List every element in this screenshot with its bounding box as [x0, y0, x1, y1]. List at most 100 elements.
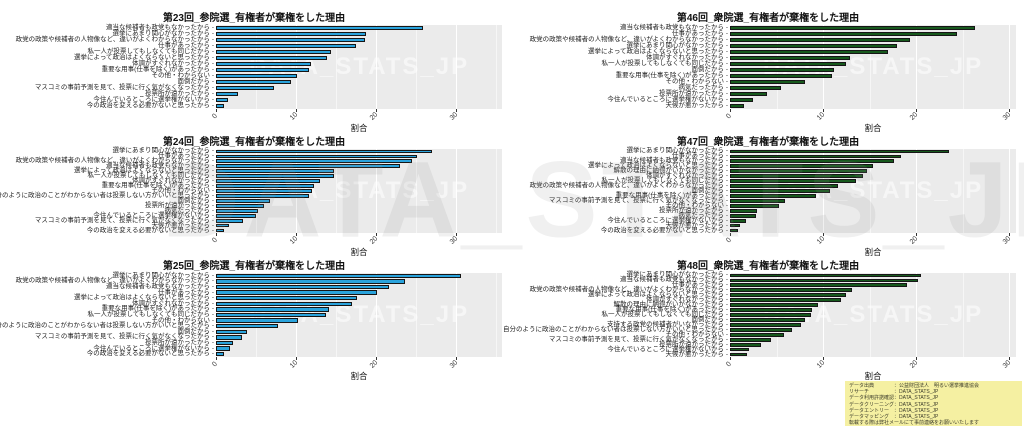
x-tick-mark: [1009, 109, 1011, 112]
y-axis-label: 重要な用事(仕事を除く)があったから: [616, 192, 728, 200]
gridline-minor: [415, 149, 417, 233]
y-axis-labels: 適当な候補者も政党もなかったから選挙にあまり関心がなかったから政党の政策や候補者…: [0, 24, 216, 109]
bar: [730, 184, 839, 188]
bar: [730, 278, 919, 283]
bar: [216, 103, 224, 109]
y-axis-label: マスコミの事前予測を見て、投票に行く気がなくなったから: [35, 84, 214, 92]
gridline-minor: [255, 25, 257, 109]
bar: [216, 79, 292, 85]
x-tick-label: 30: [448, 235, 459, 246]
note-line: データエントリー ：DATA_STATS_JP: [849, 407, 939, 414]
y-axis-label: 重要な用事(仕事を除く)があったから: [102, 66, 214, 74]
x-tick-label: 10: [288, 359, 300, 370]
y-axis-label: マスコミの事前予測を見て、投票に行く気がなくなったから: [35, 334, 214, 341]
gridline-major: [823, 25, 825, 109]
y-axis-label: 私一人が投票してもしなくても同じだから: [602, 60, 728, 68]
bar: [216, 189, 312, 193]
x-tick-mark: [823, 233, 825, 236]
gridline-major: [1009, 149, 1011, 233]
bar: [216, 43, 356, 49]
chart-title: 第25回_参院選_有権者が棄権をした理由: [162, 261, 346, 272]
bar: [216, 97, 228, 103]
y-axis-label: その他・わからない: [152, 187, 214, 195]
x-tick-mark: [455, 109, 457, 112]
bar: [216, 154, 417, 159]
x-axis-ticks: 0 10 20 30: [725, 109, 1016, 123]
y-axis-label: 自分のように政治のことがわからない者は投票しない方がいいと思ったから: [0, 322, 214, 330]
y-axis-label: 体調がすぐれなかったから: [132, 177, 214, 185]
x-tick-label: 20: [909, 235, 920, 246]
bar: [216, 284, 389, 290]
note-line: データ出典 ：公益財団法人 明るい選挙推進協会: [849, 383, 980, 389]
gridline-major: [375, 273, 377, 357]
y-axis-label: 天候が悪かったから: [666, 351, 728, 358]
x-tick-label: 30: [1002, 235, 1013, 246]
gridline-minor: [335, 25, 337, 109]
x-axis-ticks: 0 10 20 30: [211, 233, 502, 247]
bar: [216, 228, 224, 233]
y-axis-label: 自分のように政治のことがわからない者は投票しない方がいいと思ったから: [0, 192, 214, 200]
y-axis-label: 体調がすぐれなかったから: [132, 300, 214, 308]
x-axis: 0 10 20 30 割合: [0, 357, 508, 382]
bar: [216, 159, 412, 164]
data-source-note: データ出典 ：公益財団法人 明るい選挙推進協会 リサーチ ：DATA_STATS_…: [845, 381, 1022, 426]
y-axis-label: 天候が悪かったから: [666, 102, 728, 110]
y-axis-label: 重要な用事(仕事を除く)があったから: [102, 306, 214, 313]
y-axis-label: 今住んでいるところに選挙権がないから: [607, 346, 728, 353]
chart-46-shugiin: 第46回_衆院選_有権者が棄権をした理由 適当な候補者も政党もなかったから仕事が…: [514, 12, 1022, 134]
y-axis-label: 面倒だから: [178, 197, 214, 205]
x-tick-label: 10: [288, 111, 300, 122]
x-tick-mark: [730, 109, 731, 112]
y-axis-label: 選挙によって政治はよくならないと思ったから: [588, 48, 728, 56]
x-tick-mark: [375, 109, 377, 112]
x-axis: 0 10 20 30 割合: [0, 109, 508, 134]
y-axis-label: 今の政治を変える必要がないと思ったから: [601, 227, 728, 234]
bar: [730, 179, 856, 183]
x-axis-label: 割合: [864, 247, 882, 257]
y-axis-label: 体調がすぐれなかったから: [132, 60, 214, 68]
gridline-major: [455, 25, 457, 109]
y-axis-labels: 選挙にあまり関心がなかったから仕事があったから適当な候補者も政党もなかったから選…: [514, 148, 730, 234]
y-axis-label: 体調がすぐれなかったから: [646, 296, 728, 304]
x-tick-label: 0: [211, 236, 219, 245]
y-axis-label: マスコミの事前予測を見て、投票に行く気がなくなったから: [549, 336, 728, 343]
y-axis-label: 選挙によって政治はよくならないと思ったから: [74, 54, 214, 62]
x-tick-mark: [823, 109, 825, 112]
y-axis-label: 政党の政策や候補者の人物像など、違いがよくわからなかったから: [16, 158, 214, 165]
x-axis-ticks: 0 10 20 30: [725, 233, 1016, 247]
bar: [730, 293, 847, 298]
bar: [730, 303, 818, 307]
gridline-minor: [415, 25, 417, 109]
x-tick-label: 30: [1002, 111, 1013, 122]
x-tick-mark: [295, 109, 297, 112]
plot-panel: DATA_STATS_JP: [730, 25, 1016, 109]
bar: [216, 296, 357, 301]
gridline-major: [916, 149, 918, 233]
chart-title: 第47回_衆院選_有権者が棄権をした理由: [676, 137, 860, 148]
bar: [730, 308, 812, 312]
bar: [730, 31, 958, 37]
plot-panel: DATA_STATS_JP: [216, 273, 502, 357]
y-axis-label: 体調がすぐれなかったから: [646, 172, 728, 180]
y-axis-label: 適当な候補者も政党もなかったから: [620, 277, 728, 284]
y-axis-label: その他・わからない: [152, 72, 214, 80]
bar: [730, 313, 812, 317]
bar: [730, 218, 746, 223]
x-tick-mark: [823, 357, 825, 360]
bar: [730, 169, 867, 174]
y-axis-labels: 選挙にあまり関心がなかったから適当な候補者も政党もなかったから仕事があったから政…: [503, 272, 730, 358]
bar: [216, 312, 327, 318]
y-axis-label: 投票所が遠かったから: [145, 339, 214, 347]
bar: [730, 174, 864, 179]
bar: [730, 323, 801, 327]
x-tick-label: 30: [448, 111, 459, 122]
y-axis-label: 今の政治を変える必要がないと思ったから: [87, 227, 214, 234]
y-axis-label: 面倒だから: [178, 78, 214, 86]
x-tick-mark: [1009, 357, 1011, 360]
x-tick-mark: [916, 357, 918, 360]
y-axis-label: 今住んでいるところに選挙権がないから: [93, 212, 214, 219]
gridline-minor: [776, 25, 778, 109]
chart-24-sangiin: 第24回_参院選_有権者が棄権をした理由 選挙にあまり関心がなかったから仕事があ…: [0, 136, 508, 258]
x-tick-label: 0: [211, 360, 219, 369]
bar: [216, 352, 224, 357]
